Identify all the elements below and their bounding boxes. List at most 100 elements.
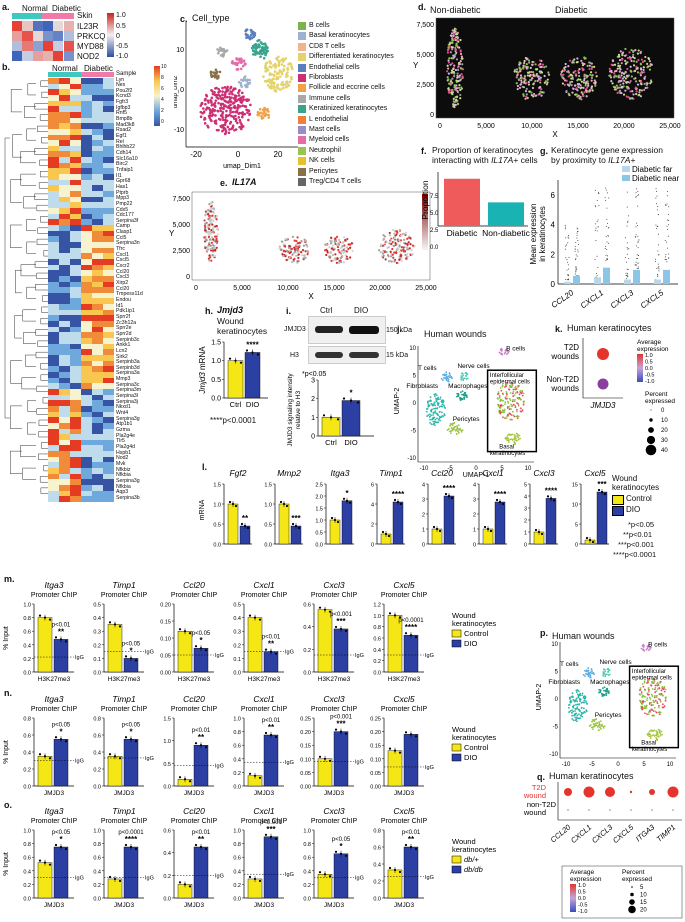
umap-point <box>647 693 650 696</box>
umap-point <box>213 101 217 105</box>
jitter-point <box>655 224 657 226</box>
umap-point <box>221 90 224 93</box>
spatial-cell <box>579 78 582 81</box>
data-point <box>134 740 138 743</box>
spatial-cell <box>629 79 632 83</box>
spatial-cell <box>211 254 214 257</box>
jitter-point <box>665 204 667 206</box>
heatmap-cell <box>92 315 103 322</box>
panel-b-gene: Sprr2d <box>116 330 132 337</box>
umap-point <box>584 673 587 675</box>
spatial-cell <box>624 70 627 74</box>
data-point <box>253 616 257 619</box>
spatial-cell <box>628 51 631 54</box>
spatial-cell <box>583 75 586 78</box>
spatial-cell <box>208 241 211 245</box>
umap-point <box>234 98 237 102</box>
spatial-cell <box>576 57 579 60</box>
y-tick: 0.4 <box>303 869 311 875</box>
umap-point <box>582 707 585 710</box>
spatial-cell <box>337 262 341 265</box>
spatial-cell <box>400 259 403 262</box>
legend-label: B cells <box>309 22 330 29</box>
umap-point <box>240 78 243 82</box>
spatial-cell <box>460 86 463 89</box>
umap-point <box>433 422 436 425</box>
heatmap-cell <box>103 128 114 135</box>
heatmap-cell <box>53 51 64 61</box>
subtitle: Promoter ChIP <box>381 706 428 713</box>
umap-point <box>505 417 508 420</box>
legend-label: Fibroblasts <box>309 74 344 81</box>
umap-point <box>502 393 505 396</box>
spatial-cell <box>450 46 453 49</box>
umap-point <box>439 398 441 401</box>
heatmap-cell <box>59 456 70 463</box>
heatmap-cell <box>92 292 103 299</box>
umap-point <box>248 81 252 85</box>
spatial-cell <box>587 84 590 87</box>
umap-point <box>510 408 512 410</box>
y-tick: 0 <box>555 697 559 703</box>
heatmap-cell <box>70 468 81 475</box>
data-point <box>59 845 63 849</box>
spatial-cell <box>576 89 579 92</box>
spatial-cell <box>522 64 525 67</box>
data-point <box>328 875 332 878</box>
panel-b-gene: Serpina3j <box>116 398 138 405</box>
spatial-cell <box>622 85 625 88</box>
jitter-point <box>666 225 668 227</box>
spatial-cell <box>616 67 619 70</box>
spatial-cell <box>395 249 398 252</box>
dendrogram-branch <box>34 261 48 268</box>
spatial-cell <box>532 71 535 74</box>
umap-point <box>207 106 211 110</box>
data-point <box>118 879 122 883</box>
jitter-point <box>605 187 607 189</box>
umap-point <box>659 693 662 696</box>
spatial-cell <box>299 240 302 243</box>
axis-label: mRNA <box>199 499 206 520</box>
data-point <box>194 843 198 847</box>
spatial-cell <box>619 83 622 86</box>
panel-a-gene: MYD88 <box>77 42 104 51</box>
spatial-cell <box>452 34 455 37</box>
umap-point <box>664 698 667 700</box>
panel-c-title: Cell_type <box>192 13 230 23</box>
umap-point <box>290 75 293 79</box>
umap-point <box>434 424 436 427</box>
dendrogram-branch <box>38 453 48 460</box>
spatial-cell <box>344 239 347 242</box>
umap-point <box>231 62 235 65</box>
igg-label: IgG <box>145 650 154 656</box>
igg-label: IgG <box>75 876 84 882</box>
umap-highlight-box <box>486 369 538 453</box>
spatial-cell <box>642 71 646 74</box>
spatial-cell <box>450 71 453 74</box>
heatmap-cell <box>92 417 103 424</box>
jitter-point <box>666 191 668 193</box>
heatmap-cell <box>48 281 59 288</box>
spatial-cell <box>580 80 583 83</box>
umap-point <box>648 703 651 705</box>
heatmap-cell <box>103 417 114 424</box>
x-tick: 10 <box>525 466 532 472</box>
heatmap-cell <box>48 377 59 384</box>
umap-point <box>503 409 506 412</box>
umap-point <box>590 672 593 675</box>
gene-title: Cxcl3 <box>323 806 345 816</box>
panel-i-kda: 150 kDa <box>386 327 413 334</box>
heatmap-cell <box>81 321 92 328</box>
heatmap-cell <box>92 168 103 175</box>
spatial-x-tick: 15,000 <box>567 123 589 130</box>
panel-b-scale: 10 8 6 4 2 0 <box>161 64 171 128</box>
spatial-cell <box>288 252 291 255</box>
significance: *** <box>291 514 301 523</box>
spatial-cell <box>208 216 211 219</box>
jitter-point <box>568 268 570 270</box>
umap-point <box>270 80 273 84</box>
heatmap-cell <box>48 315 59 322</box>
heatmap-cell <box>59 241 70 248</box>
heatmap-cell <box>48 151 59 158</box>
jitter-point <box>567 242 569 244</box>
